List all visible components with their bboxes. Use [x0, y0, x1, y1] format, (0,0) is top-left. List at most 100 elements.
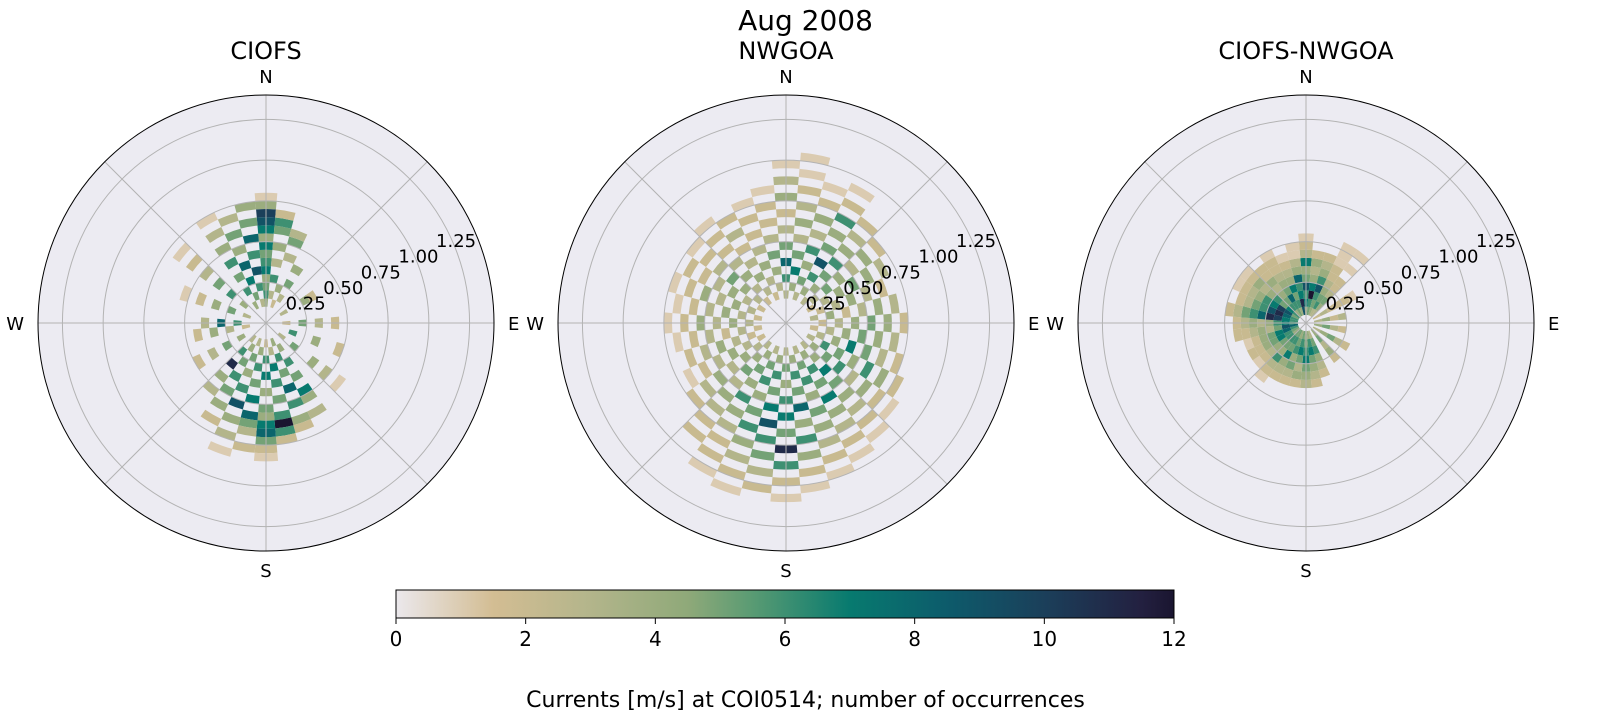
rose-cell: [1224, 301, 1236, 317]
rose-cell: [716, 242, 735, 260]
rose-cell: [245, 275, 256, 287]
rose-cell: [274, 352, 284, 363]
rose-cell: [744, 228, 763, 242]
rose-cell: [788, 282, 797, 292]
rose-cell: [841, 327, 851, 340]
radial-tick-label: 0.75: [881, 262, 921, 283]
rose-cell: [775, 282, 784, 292]
rose-cell: [1326, 271, 1339, 283]
rose-cell: [1319, 308, 1329, 317]
colorbar-tick-label: 8: [908, 627, 921, 651]
rose-cell: [1273, 271, 1286, 283]
rose-cell: [1257, 310, 1267, 320]
rose-cell: [705, 229, 726, 249]
rose-cell: [219, 383, 236, 397]
rose-cell: [815, 305, 826, 315]
rose-cell: [796, 275, 807, 287]
rose-cell: [1352, 249, 1370, 266]
rose-cell: [268, 346, 275, 356]
rose-cell: [1301, 330, 1306, 340]
rose-cell: [251, 266, 262, 276]
rose-cell: [712, 353, 726, 370]
rose-cell: [886, 374, 905, 398]
rose-cell: [252, 291, 260, 301]
rose-cell: [1276, 304, 1286, 313]
rose-cell: [725, 360, 740, 375]
rose-cell: [307, 403, 327, 419]
rose-cell: [241, 324, 251, 330]
rose-cell: [225, 325, 235, 334]
panel-title: NWGOA: [738, 37, 834, 65]
rose-cell: [753, 325, 763, 332]
rose-cell: [272, 241, 288, 253]
angular-grid-line: [624, 322, 787, 485]
rose-cell: [793, 401, 810, 413]
rose-cell: [1318, 267, 1331, 279]
rose-cell: [737, 212, 759, 228]
rose-cell: [172, 242, 192, 263]
rose-cell: [300, 389, 318, 405]
rose-cell: [228, 369, 242, 383]
rose-cell: [859, 344, 873, 361]
rose-cell: [1340, 241, 1358, 257]
rose-cell: [809, 228, 828, 242]
rose-cell: [1269, 336, 1280, 347]
rose-cell: [236, 425, 257, 437]
angular-grid-line: [785, 322, 948, 485]
rose-cell: [1289, 318, 1299, 323]
rose-cell: [1329, 314, 1339, 321]
rose-cell: [1301, 306, 1306, 316]
rose-cell: [1294, 309, 1302, 318]
rose-cell: [270, 258, 283, 268]
polar-axes-frame: [37, 94, 495, 552]
rose-cell: [1258, 302, 1270, 313]
rose-cell: [817, 433, 842, 449]
direction-label-n: N: [779, 67, 792, 88]
rose-cell: [765, 275, 776, 287]
rose-cell: [231, 244, 248, 257]
rose-cell: [259, 298, 265, 308]
rose-cell: [800, 340, 810, 350]
rose-cell: [1295, 282, 1304, 292]
rose-cell: [199, 265, 215, 281]
rose-cell: [753, 314, 763, 321]
colorbar: 0 2 4 6 8 10 12: [390, 589, 1187, 651]
rose-cell: [1315, 334, 1324, 344]
radial-tick-label: 1.25: [956, 231, 996, 252]
rose-cell: [1320, 260, 1334, 272]
rose-cell: [762, 340, 772, 350]
rose-cell: [1276, 333, 1286, 342]
rose-cell: [195, 292, 207, 307]
rose-cell: [282, 252, 297, 264]
rose-cell: [1308, 346, 1315, 356]
rose-cell: [762, 233, 779, 245]
radial-tick-label: 0.50: [1363, 278, 1403, 299]
rose-cell: [1310, 299, 1317, 309]
rose-cell: [751, 389, 768, 402]
rose-cell: [762, 349, 773, 360]
rose-cell: [1318, 367, 1331, 379]
rose-cell: [192, 328, 204, 342]
rose-cell: [1326, 333, 1336, 342]
rose-cell: [1293, 274, 1303, 284]
rose-cell: [1292, 311, 1301, 319]
rose-cell: [273, 409, 292, 421]
rose-cell: [828, 374, 844, 390]
rose-cell: [730, 335, 742, 348]
rose-cell: [1288, 334, 1297, 344]
radial-tick-label: 1.00: [1438, 247, 1478, 268]
rose-cell: [715, 416, 738, 434]
rose-cell: [1314, 283, 1324, 294]
rose-cell: [706, 429, 731, 449]
rose-cell: [872, 330, 884, 349]
rose-cell: [799, 349, 810, 360]
rose-cell: [798, 168, 827, 182]
rose-cell: [1249, 327, 1259, 338]
rose-cell: [767, 249, 781, 261]
rose-cell: [792, 345, 800, 355]
rose-cell: [756, 304, 766, 313]
radial-tick-label: 1.25: [436, 231, 476, 252]
rose-cell: [721, 306, 731, 319]
polar-axes-frame: [1077, 94, 1535, 552]
rose-cell: [737, 310, 747, 320]
